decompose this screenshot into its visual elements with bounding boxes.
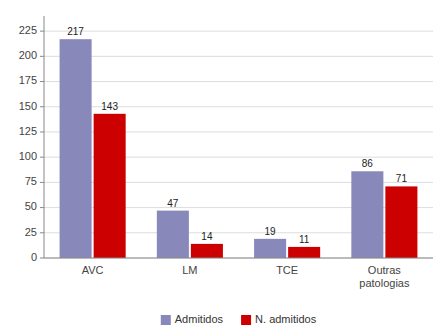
y-tick-label: 175 xyxy=(19,74,37,86)
x-tick-label: AVC xyxy=(82,264,104,276)
grid-line xyxy=(44,56,433,57)
y-tick-label: 75 xyxy=(25,175,37,187)
y-axis: 0 25 50 75 100 125 150 175 200 225 xyxy=(19,16,44,263)
bar xyxy=(191,244,223,258)
bar xyxy=(288,247,320,258)
data-labels: 217 47 19 86 143 14 11 71 xyxy=(67,26,407,245)
y-tick xyxy=(40,232,44,233)
x-tick-label-line: patologias xyxy=(359,277,410,289)
y-tick xyxy=(40,157,44,158)
legend-swatch xyxy=(161,315,171,325)
bar xyxy=(385,186,417,258)
y-tick xyxy=(40,207,44,208)
y-tick xyxy=(40,106,44,107)
bar xyxy=(254,239,286,258)
data-label: 71 xyxy=(396,173,408,184)
y-tick xyxy=(40,81,44,82)
data-label: 47 xyxy=(167,198,179,209)
grid-line xyxy=(44,258,433,259)
legend-label: N. admitidos xyxy=(255,313,317,325)
x-tick-label: TCE xyxy=(276,264,298,276)
x-tick-label-line: TCE xyxy=(276,264,298,276)
legend-swatch xyxy=(241,315,251,325)
y-tick xyxy=(40,182,44,183)
x-tick-label: Outraspatologias xyxy=(359,264,410,289)
legend: Admitidos N. admitidos xyxy=(161,313,317,325)
y-tick xyxy=(40,56,44,57)
y-tick-label: 50 xyxy=(25,200,37,212)
y-tick xyxy=(40,258,44,259)
bar xyxy=(94,114,126,258)
y-tick-label: 200 xyxy=(19,49,37,61)
y-tick-label: 25 xyxy=(25,226,37,238)
x-axis-line xyxy=(44,258,433,259)
y-tick xyxy=(40,131,44,132)
data-label: 19 xyxy=(265,226,277,237)
y-axis-line xyxy=(44,16,45,258)
x-tick-label-line: LM xyxy=(182,264,197,276)
legend-item: Admitidos xyxy=(161,313,224,325)
data-label: 217 xyxy=(67,26,84,37)
x-axis: AVC LM TCE Outraspatologias xyxy=(44,258,433,289)
y-tick xyxy=(40,31,44,32)
x-tick-label-line: AVC xyxy=(82,264,104,276)
x-tick-label-line: Outras xyxy=(368,264,402,276)
data-label: 11 xyxy=(299,234,310,245)
bar xyxy=(157,211,189,258)
chart-container: 0 25 50 75 100 125 150 175 200 225 217 47 19 86 143 14 1… xyxy=(0,0,445,336)
data-label: 14 xyxy=(201,231,213,242)
chart-svg: 0 25 50 75 100 125 150 175 200 225 217 47 19 86 143 14 1… xyxy=(0,0,445,336)
bar xyxy=(60,39,92,258)
y-tick-label: 225 xyxy=(19,24,37,36)
grid xyxy=(44,31,433,258)
y-tick-label: 150 xyxy=(19,100,37,112)
y-tick-label: 125 xyxy=(19,125,37,137)
x-tick-label: LM xyxy=(182,264,197,276)
y-tick-label: 0 xyxy=(31,251,37,263)
grid-line xyxy=(44,31,433,32)
legend-item: N. admitidos xyxy=(241,313,317,325)
grid-line xyxy=(44,81,433,82)
legend-label: Admitidos xyxy=(175,313,224,325)
data-label: 143 xyxy=(101,101,118,112)
bar xyxy=(351,171,383,258)
data-label: 86 xyxy=(362,158,374,169)
bars xyxy=(60,39,418,258)
y-tick-label: 100 xyxy=(19,150,37,162)
